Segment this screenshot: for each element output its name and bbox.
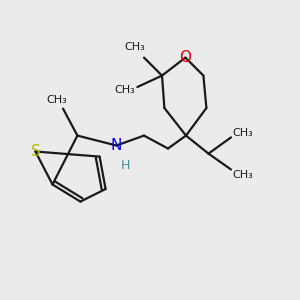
- Text: CH₃: CH₃: [46, 94, 67, 105]
- Text: S: S: [31, 144, 40, 159]
- Text: O: O: [179, 50, 191, 65]
- Text: CH₃: CH₃: [232, 128, 254, 138]
- Text: H: H: [121, 159, 130, 172]
- Text: CH₃: CH₃: [124, 42, 145, 52]
- Text: N: N: [111, 138, 122, 153]
- Text: CH₃: CH₃: [114, 85, 135, 95]
- Text: CH₃: CH₃: [232, 169, 254, 180]
